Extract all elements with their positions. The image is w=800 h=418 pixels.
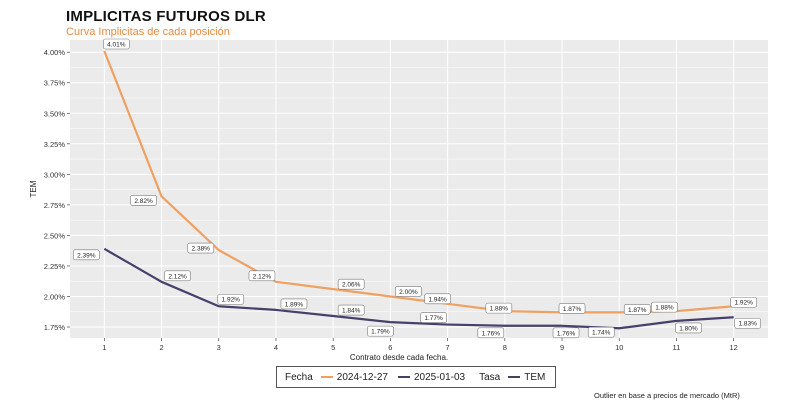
data-label-series-1: 1.92%: [734, 300, 753, 307]
x-tick-label: 8: [503, 343, 507, 352]
x-tick-label: 4: [274, 343, 278, 352]
y-tick-label: 4.00%: [44, 48, 66, 57]
x-axis-label: Contrato desde cada fecha.: [350, 353, 448, 362]
data-label-series-2: 1.92%: [222, 297, 241, 304]
series-line-2: [103, 247, 734, 330]
data-label-box: [367, 325, 394, 337]
legend-swatch-series-2: [397, 376, 410, 378]
data-label-series-2: 1.89%: [285, 301, 304, 308]
data-label-series-2: 1.83%: [738, 321, 757, 328]
x-tick-label: 7: [446, 343, 450, 352]
x-tick-label: 3: [217, 343, 221, 352]
data-label-series-2: 1.77%: [424, 315, 443, 322]
chart-title: IMPLICITAS FUTUROS DLR: [66, 8, 266, 25]
data-label-box: [280, 298, 308, 310]
data-label-box: [730, 296, 757, 308]
x-tick-label: 5: [331, 343, 335, 352]
data-label-series-1: 1.88%: [490, 306, 509, 313]
x-tick-label: 9: [560, 343, 564, 352]
legend-swatch-tem: [508, 376, 521, 378]
y-tick-label: 2.75%: [44, 201, 66, 210]
legend-title-tasa: Tasa: [479, 371, 501, 383]
data-label-series-1: 2.38%: [192, 246, 211, 253]
data-label-series-1: 4.01%: [107, 41, 126, 48]
data-label-series-2: 1.80%: [679, 325, 698, 332]
y-tick-label: 3.50%: [44, 109, 66, 118]
data-label-series-2: 1.76%: [557, 330, 576, 337]
legend-label-tem: TEM: [524, 371, 546, 383]
data-label-series-1: 1.87%: [628, 307, 647, 314]
data-label-box: [424, 293, 451, 305]
data-label-box: [248, 270, 276, 282]
legend-swatch-series-1: [320, 376, 333, 378]
data-label-series-1: 2.00%: [399, 289, 418, 296]
data-label-box: [187, 242, 215, 254]
legend-title-fecha: Fecha: [285, 371, 313, 383]
y-tick-label: 3.00%: [44, 170, 66, 179]
data-label-box: [675, 322, 702, 334]
x-tick-label: 2: [159, 343, 163, 352]
x-tick-label: 10: [615, 343, 623, 352]
data-label-series-2: 1.84%: [342, 308, 361, 315]
caption: Outlier en base a precios de mercado (Mt…: [594, 391, 740, 400]
legend-label-series-1: 2024-12-27: [336, 371, 388, 383]
data-label-box: [337, 304, 365, 316]
data-label-box: [395, 286, 422, 297]
data-label-box: [651, 301, 678, 313]
data-label-series-2: 1.74%: [592, 330, 611, 337]
data-label-box: [558, 303, 586, 314]
legend-label-series-2: 2025-01-03: [413, 371, 466, 383]
data-label-box: [420, 312, 447, 323]
x-tick-label: 6: [388, 343, 392, 352]
data-label-box: [217, 293, 245, 305]
data-label-series-1: 2.82%: [134, 198, 153, 205]
data-label-box: [485, 302, 513, 314]
data-label-series-2: 1.76%: [482, 330, 501, 337]
data-label-series-2: 2.12%: [168, 273, 187, 280]
data-label-box: [164, 270, 191, 282]
data-label-box: [623, 304, 651, 315]
y-tick-label: 1.75%: [44, 323, 66, 332]
data-label-box: [73, 249, 100, 261]
x-tick-label: 1: [102, 343, 106, 352]
data-label-series-2: 2.39%: [77, 252, 96, 259]
y-axis-label: TEM: [29, 180, 38, 197]
data-label-box: [103, 38, 130, 50]
data-label-series-2: 1.79%: [371, 329, 390, 336]
data-label-box: [130, 195, 157, 206]
x-tick-label: 12: [730, 343, 738, 352]
data-label-series-1: 1.87%: [563, 306, 582, 313]
legend: Fecha 2024-12-27 2025-01-03 Tasa TEM: [276, 366, 557, 388]
y-tick-label: 2.25%: [44, 262, 66, 271]
data-label-series-1: 2.06%: [342, 282, 361, 289]
x-tick-label: 11: [673, 343, 681, 352]
y-tick-label: 2.50%: [44, 231, 66, 240]
data-label-box: [734, 317, 761, 329]
data-label-series-1: 1.94%: [428, 296, 447, 303]
y-tick-label: 2.00%: [44, 292, 66, 301]
data-label-series-1: 1.88%: [655, 305, 674, 312]
data-label-box: [587, 326, 615, 338]
data-label-box: [337, 278, 365, 290]
data-label-box: [477, 327, 505, 339]
y-tick-label: 3.75%: [44, 79, 66, 88]
chart-subtitle: Curva Implicitas de cada posición: [66, 26, 230, 38]
data-label-box: [552, 327, 580, 339]
y-tick-label: 3.25%: [44, 140, 66, 149]
data-label-series-1: 2.12%: [253, 273, 272, 280]
